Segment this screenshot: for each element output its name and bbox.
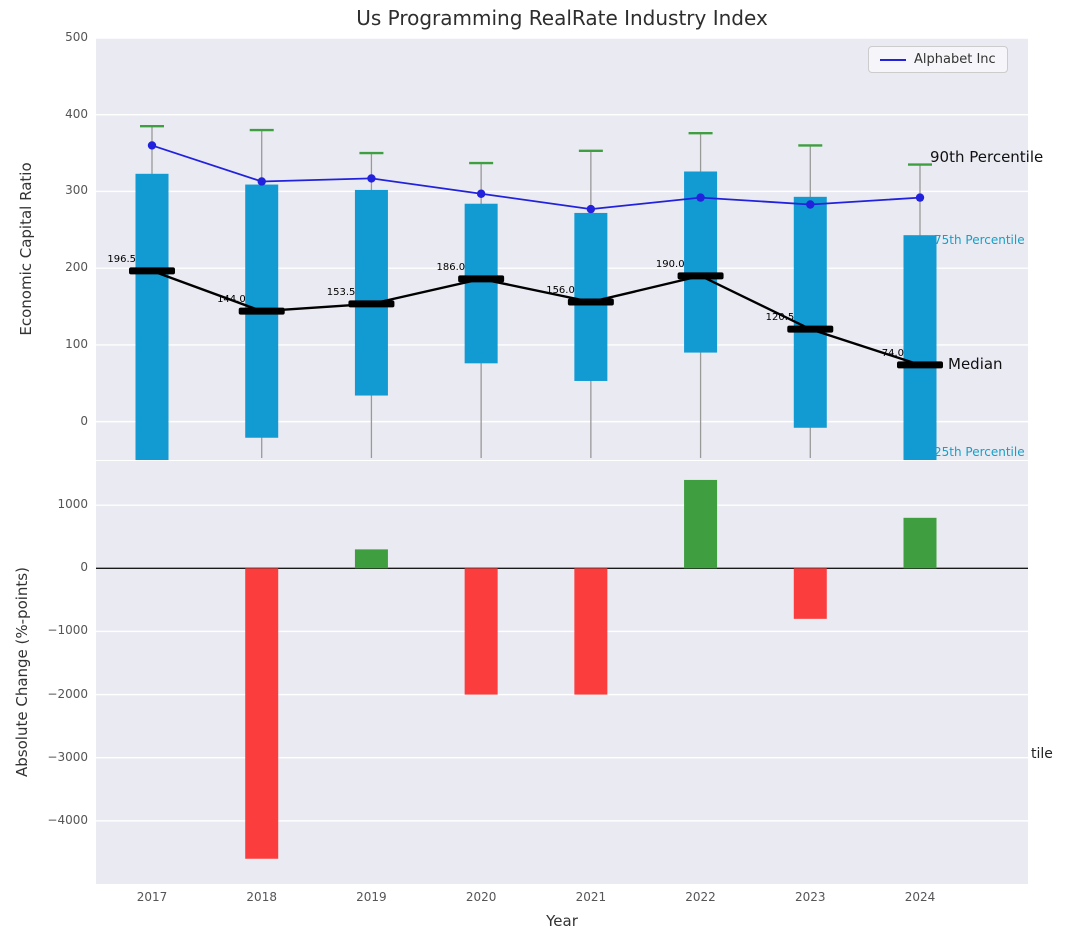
ytick-label-top: 400: [65, 106, 88, 121]
xtick-label-year: 2020: [465, 890, 497, 904]
annotation-75th-percentile: 75th Percentile: [934, 233, 1025, 247]
median-dash: [896, 361, 943, 369]
median-dash: [567, 298, 614, 306]
xtick-label-year: 2023: [795, 890, 826, 904]
percentile-box: [903, 235, 937, 460]
xtick-label-year: 2019: [356, 890, 387, 904]
annotation-clipped-right: tile: [1031, 746, 1053, 762]
alphabet-marker: [586, 204, 596, 214]
change-bar-negative: [464, 568, 498, 695]
ytick-label-bottom: −4000: [47, 812, 88, 827]
change-bar-negative: [793, 568, 827, 619]
change-bar-positive: [903, 517, 937, 569]
alphabet-line: [151, 144, 921, 211]
percentile-box: [354, 189, 388, 396]
median-value-label: 186.0: [437, 262, 466, 273]
median-value-label: 190.0: [656, 259, 685, 270]
ytick-label-top: 100: [65, 336, 88, 351]
median-dash: [238, 307, 285, 315]
alphabet-marker: [696, 193, 705, 202]
alphabet-marker: [257, 177, 266, 186]
median-value-label: 144.0: [217, 294, 246, 305]
median-value-label: 153.5: [327, 287, 356, 298]
ytick-label-top: 200: [65, 260, 88, 275]
median-value-label: 196.5: [107, 254, 136, 265]
xtick-label-year: 2018: [246, 890, 277, 904]
median-dash: [129, 267, 175, 275]
xtick-label-year: 2017: [136, 890, 168, 904]
xtick-label-year: 2022: [685, 890, 716, 904]
ytick-label-top: 0: [80, 413, 88, 428]
median-value-label: 74.0: [882, 348, 904, 359]
xtick-label-year: 2024: [904, 890, 936, 904]
alphabet-marker: [476, 189, 486, 198]
median-dash: [677, 272, 724, 280]
y-axis-label-bottom: Absolute Change (%-points): [13, 567, 31, 777]
percentile-box: [574, 212, 608, 381]
alphabet-marker: [806, 200, 815, 209]
annotation-median: Median: [948, 355, 1003, 373]
bottom-axes-plot: [96, 479, 1028, 859]
median-value-label: 120.5: [766, 312, 795, 323]
chart-title: Us Programming RealRate Industry Index: [356, 6, 768, 30]
ytick-label-bottom: −1000: [47, 623, 88, 638]
legend: Alphabet Inc: [868, 46, 1008, 73]
annotation-25th-percentile: 25th Percentile: [934, 445, 1025, 459]
ytick-label-top: 300: [65, 183, 88, 198]
legend-line-swatch: [880, 58, 906, 61]
ytick-label-bottom: −2000: [47, 686, 88, 701]
x-axis-label: Year: [546, 912, 578, 930]
ytick-label-bottom: 0: [80, 560, 88, 575]
median-dash: [348, 300, 395, 308]
median-dash: [458, 275, 505, 283]
legend-label: Alphabet Inc: [914, 52, 996, 67]
xtick-label-year: 2021: [575, 890, 607, 904]
change-bar-negative: [245, 568, 279, 859]
median-value-label: 156.0: [546, 285, 575, 296]
percentile-box: [793, 196, 827, 428]
percentile-box: [135, 173, 169, 460]
change-bar-negative: [574, 568, 608, 695]
change-bar-positive: [684, 479, 718, 569]
top-axes-plot: 196.5 144.0 153.5 186.0 156.0 190.0 120.5 74.0: [96, 38, 1028, 460]
annotation-90th-percentile: 90th Percentile: [930, 148, 1044, 166]
ytick-label-top: 500: [65, 30, 88, 44]
alphabet-marker: [367, 174, 376, 183]
percentile-box: [464, 203, 498, 364]
alphabet-marker: [915, 193, 925, 202]
ytick-label-bottom: −3000: [47, 749, 88, 764]
change-bar-positive: [354, 549, 388, 569]
median-dash: [787, 325, 834, 333]
y-axis-label-top: Economic Capital Ratio: [17, 162, 35, 336]
ytick-label-bottom: 1000: [57, 497, 88, 512]
alphabet-marker: [147, 141, 157, 150]
